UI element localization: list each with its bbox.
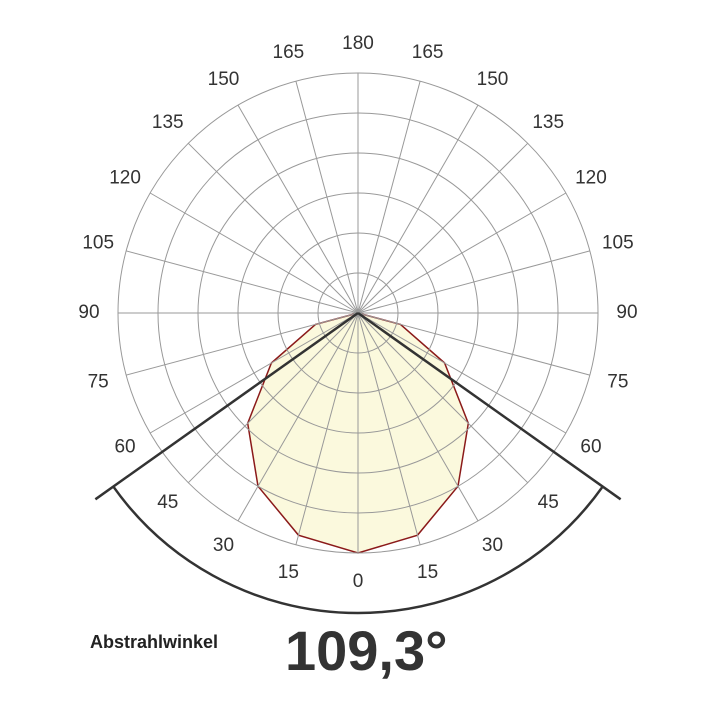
grid-spoke	[149, 312, 359, 434]
angle-label: 60	[114, 437, 135, 458]
angle-label: 90	[78, 302, 99, 323]
grid-spoke	[126, 250, 359, 314]
grid-spoke	[357, 81, 421, 314]
angle-label: 60	[580, 437, 601, 458]
grid-spoke	[357, 104, 479, 314]
beam-line	[357, 311, 622, 501]
grid-spoke	[237, 312, 359, 522]
angle-label: 165	[273, 42, 305, 63]
grid-spoke	[357, 250, 590, 314]
angle-label: 30	[482, 535, 503, 556]
grid-spoke	[295, 312, 359, 545]
grid-spoke	[126, 312, 359, 376]
grid-spoke	[187, 142, 359, 314]
grid-spoke	[357, 312, 590, 376]
beam-line	[94, 311, 359, 501]
angle-label: 75	[607, 372, 628, 393]
angle-label: 135	[152, 112, 184, 133]
angle-label: 105	[602, 232, 634, 253]
angle-label: 105	[82, 232, 114, 253]
angle-label: 120	[575, 168, 607, 189]
angle-label: 180	[342, 33, 374, 54]
angle-label: 30	[213, 535, 234, 556]
beam-label: Abstrahlwinkel	[90, 632, 218, 652]
angle-label: 75	[88, 372, 109, 393]
grid-spoke	[187, 312, 359, 484]
angle-label: 15	[278, 562, 299, 583]
angle-label: 45	[157, 492, 178, 513]
grid-spoke	[357, 312, 421, 545]
grid-spoke	[357, 312, 529, 484]
grid-spoke	[357, 192, 567, 314]
grid-spoke	[237, 104, 359, 314]
angle-label: 90	[616, 302, 637, 323]
grid-spoke	[357, 312, 567, 434]
grid-spoke	[149, 192, 359, 314]
angle-label: 150	[208, 69, 240, 90]
angle-label: 120	[109, 168, 141, 189]
grid-spoke	[295, 81, 359, 314]
angle-label: 165	[412, 42, 444, 63]
angle-label: 135	[532, 112, 564, 133]
angle-label: 45	[538, 492, 559, 513]
grid-spoke	[357, 142, 529, 314]
angle-label: 150	[477, 69, 509, 90]
grid	[117, 72, 599, 554]
grid-spoke	[357, 312, 479, 522]
angle-label: 0	[353, 571, 364, 592]
beam-arc	[112, 485, 604, 615]
angle-label: 15	[417, 562, 438, 583]
beam-angle: 109,3°	[285, 619, 448, 682]
